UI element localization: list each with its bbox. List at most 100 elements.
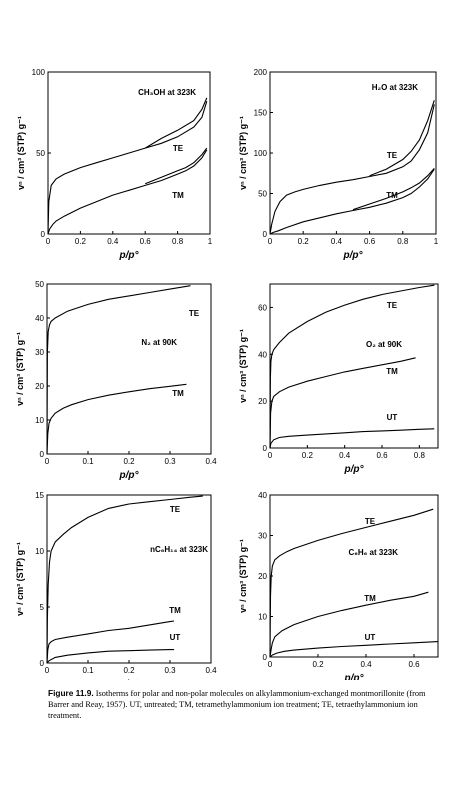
- x-tick-label: 0: [46, 237, 51, 246]
- series-label-tm: TM: [364, 594, 376, 603]
- x-tick-label: 0: [268, 451, 273, 460]
- x-tick-label: 0.2: [312, 660, 324, 669]
- x-tick-label: 0: [268, 237, 273, 246]
- panel-annotation: H₂O at 323K: [372, 83, 418, 92]
- caption-text: Isotherms for polar and non-polar molecu…: [48, 689, 426, 720]
- y-axis-label: vⁿ / cm³ (STP) g⁻¹: [238, 539, 248, 613]
- x-tick-label: 0.3: [164, 457, 176, 466]
- y-tick-label: 20: [35, 382, 44, 391]
- panel-annotation: C₆H₆ at 323K: [348, 548, 398, 557]
- x-tick-label: 0: [268, 660, 273, 669]
- plot-frame: [269, 283, 439, 449]
- x-tick-label: 0.4: [107, 237, 119, 246]
- series-line-ut: [46, 649, 175, 664]
- series-label-te: TE: [173, 144, 184, 153]
- y-tick-label: 200: [254, 68, 268, 77]
- series-label-tm: TM: [172, 191, 184, 200]
- x-axis-label: p/p°: [119, 679, 140, 680]
- series-line-te: [46, 495, 203, 664]
- caption-label: Figure 11.9.: [48, 688, 94, 698]
- series-line-te: [47, 101, 208, 235]
- series-line-te: [269, 104, 435, 235]
- x-axis-label: p/p°: [344, 673, 365, 680]
- plot-frame: [46, 494, 212, 664]
- x-tick-label: 0.4: [360, 660, 372, 669]
- x-tick-label: 0.3: [164, 666, 176, 675]
- y-tick-label: 40: [258, 491, 267, 500]
- y-tick-label: 20: [258, 397, 267, 406]
- series-line-tm: [47, 149, 208, 235]
- x-tick-label: 0.1: [82, 457, 94, 466]
- series-label-te: TE: [387, 151, 398, 160]
- y-axis-label: vⁿ / cm³ (STP) g⁻¹: [15, 332, 25, 406]
- y-tick-label: 100: [32, 68, 46, 77]
- y-axis-label: vⁿ / cm³ (STP) g⁻¹: [238, 329, 248, 403]
- y-tick-label: 10: [35, 547, 44, 556]
- y-tick-label: 40: [35, 314, 44, 323]
- x-tick-label: 0.1: [82, 666, 94, 675]
- x-tick-label: 0.6: [376, 451, 388, 460]
- series-label-tm: TM: [169, 606, 181, 615]
- series-line-te: [269, 508, 434, 658]
- y-tick-label: 50: [36, 149, 45, 158]
- series-line-tm: [269, 357, 416, 449]
- x-tick-label: 0.2: [123, 666, 135, 675]
- x-tick-label: 1: [208, 237, 213, 246]
- x-axis-label: p/p°: [119, 250, 140, 261]
- x-axis-label: p/p°: [343, 250, 364, 261]
- x-axis-label: p/p°: [344, 464, 365, 475]
- x-tick-label: 0.6: [140, 237, 152, 246]
- y-tick-label: 0: [263, 230, 268, 239]
- series-line-te: [269, 284, 435, 449]
- y-axis-label: vⁿ / cm³ (STP) g⁻¹: [15, 542, 25, 616]
- chart-panel-5: 0 0.1 0.2 0.3 0.4 0 5 10 15 p/p° vⁿ / cm³ (STP) g⁻…: [15, 491, 217, 680]
- series-line-tm: [269, 591, 429, 658]
- y-tick-label: 0: [263, 653, 268, 662]
- y-tick-label: 5: [40, 603, 45, 612]
- x-tick-label: 0.2: [75, 237, 87, 246]
- panel-annotation: nC₆H₁₄ at 323K: [150, 545, 208, 554]
- series-line-ut: [269, 428, 435, 449]
- x-tick-label: 0.6: [364, 237, 376, 246]
- series-line-ut: [269, 641, 439, 658]
- chart-panel-2: 0 0.2 0.4 0.6 0.8 1 0 50 100 150 200 p/p° vⁿ / cm³ (…: [238, 68, 439, 261]
- x-tick-label: 0.2: [302, 451, 314, 460]
- y-axis-label: vⁿ / cm³ (STP) g⁻¹: [238, 116, 248, 190]
- series-label-te: TE: [365, 517, 376, 526]
- x-tick-label: 0.4: [339, 451, 351, 460]
- x-tick-label: 1: [434, 237, 439, 246]
- y-tick-label: 10: [35, 416, 44, 425]
- y-tick-label: 100: [254, 149, 268, 158]
- series-line-te: [369, 100, 435, 177]
- series-label-te: TE: [170, 505, 181, 514]
- series-label-tm: TM: [386, 191, 398, 200]
- series-label-tm: TM: [172, 389, 184, 398]
- panel-annotation: N₂ at 90K: [141, 338, 177, 347]
- y-tick-label: 0: [40, 450, 45, 459]
- series-label-ut: UT: [387, 413, 398, 422]
- series-line-te: [144, 97, 208, 149]
- x-tick-label: 0.8: [397, 237, 409, 246]
- x-axis-label: p/p°: [119, 470, 140, 481]
- y-tick-label: 30: [35, 348, 44, 357]
- series-label-ut: UT: [365, 633, 376, 642]
- series-label-te: TE: [387, 301, 398, 310]
- series-label-tm: TM: [386, 367, 398, 376]
- y-tick-label: 0: [40, 659, 45, 668]
- y-tick-label: 60: [258, 303, 267, 312]
- x-tick-label: 0.4: [205, 457, 217, 466]
- series-line-te: [46, 285, 191, 455]
- chart-panel-4: 0 0.2 0.4 0.6 0.8 0 20 40 60 p/p° vⁿ / cm³ (STP) g…: [238, 283, 439, 475]
- panel-annotation: CH₃OH at 323K: [138, 88, 196, 97]
- chart-panel-3: 0 0.1 0.2 0.3 0.4 0 10 20 30 40 50 p/p° vⁿ / cm³ (ST…: [15, 280, 217, 481]
- x-tick-label: 0: [45, 666, 50, 675]
- chart-panel-6: 0 0.2 0.4 0.6 0 10 20 30 40 p/p° vⁿ / cm³ (STP) g⁻…: [238, 491, 439, 680]
- x-tick-label: 0.2: [123, 457, 135, 466]
- y-tick-label: 20: [258, 572, 267, 581]
- x-tick-label: 0.8: [414, 451, 426, 460]
- y-tick-label: 150: [254, 109, 268, 118]
- x-tick-label: 0.2: [298, 237, 310, 246]
- x-tick-label: 0.4: [331, 237, 343, 246]
- y-axis-label: vⁿ / cm³ (STP) g⁻¹: [16, 116, 26, 190]
